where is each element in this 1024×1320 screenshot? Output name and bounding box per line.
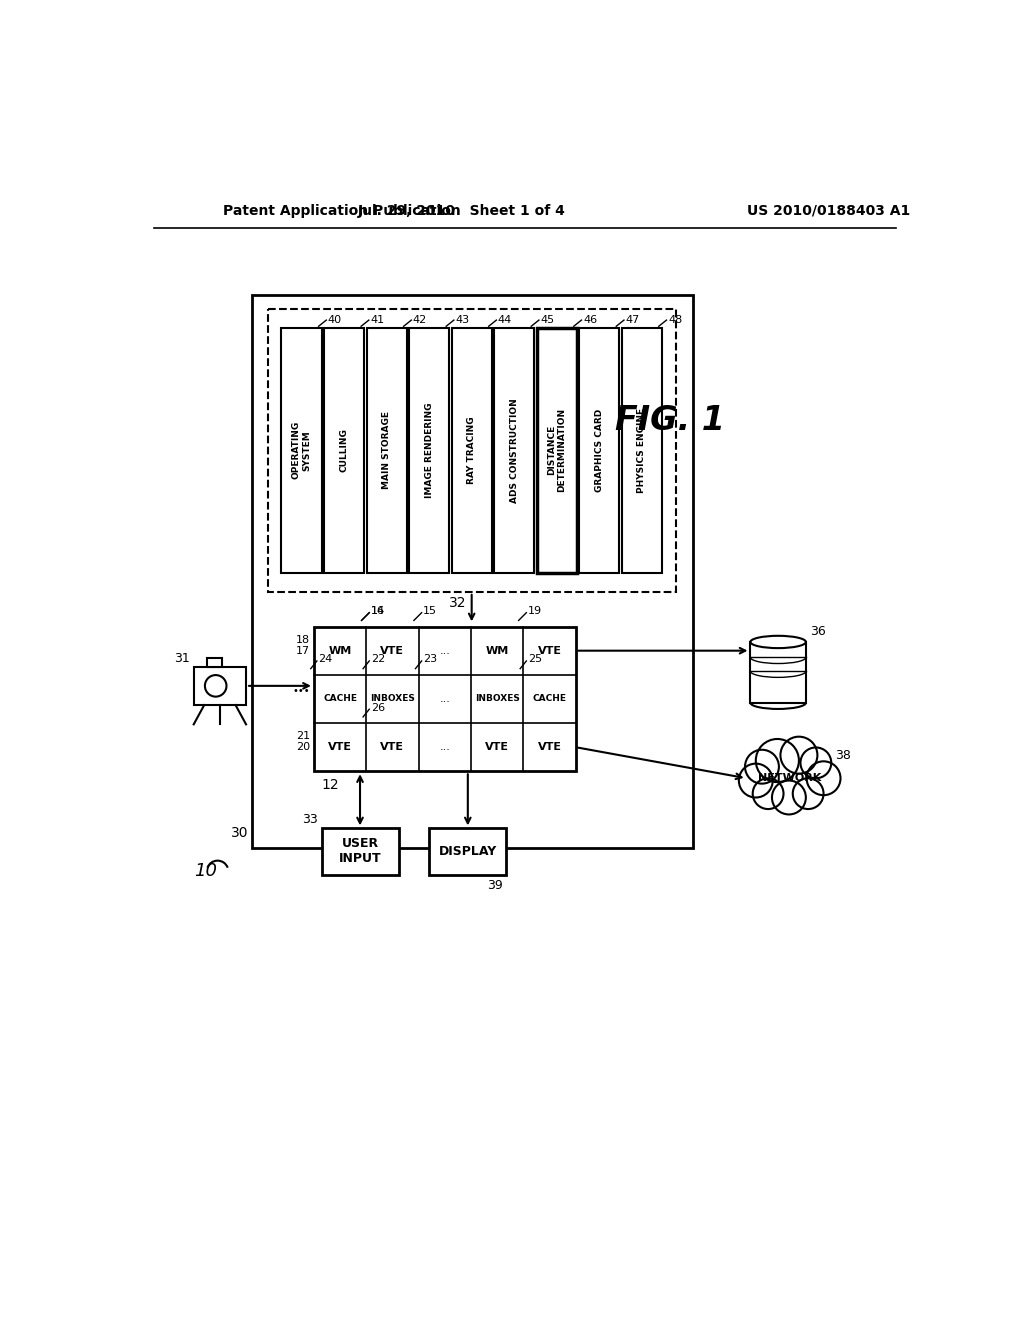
Text: MAIN STORAGE: MAIN STORAGE [382,412,391,490]
Bar [452,327,492,573]
Text: 39: 39 [487,879,503,892]
Text: 40: 40 [328,315,342,325]
Text: CULLING: CULLING [340,428,348,473]
Bar [367,327,407,573]
Text: ADS CONSTRUCTION: ADS CONSTRUCTION [510,397,519,503]
Text: VTE: VTE [380,742,404,752]
Circle shape [780,737,817,774]
Text: ...: ... [439,742,451,752]
Text: NETWORK: NETWORK [758,774,821,783]
Polygon shape [756,755,823,797]
Circle shape [807,762,841,795]
Circle shape [772,780,806,814]
Text: IMAGE RENDERING: IMAGE RENDERING [425,403,433,498]
Text: 22: 22 [371,655,385,664]
Bar [409,327,450,573]
Circle shape [745,750,779,784]
Text: 43: 43 [456,315,470,325]
Circle shape [793,779,823,809]
Text: 15: 15 [423,606,437,616]
Text: 45: 45 [541,315,555,325]
Text: 46: 46 [583,315,597,325]
Text: 16: 16 [371,606,385,616]
Text: 44: 44 [498,315,512,325]
Circle shape [801,747,831,779]
Bar [495,327,535,573]
Text: WM: WM [329,645,351,656]
Text: VTE: VTE [485,742,509,752]
Text: DISTANCE
DETERMINATION: DISTANCE DETERMINATION [547,408,566,492]
Bar [322,829,398,874]
Text: 18: 18 [296,635,310,645]
Bar [429,829,506,874]
Text: 19: 19 [528,606,542,616]
Circle shape [753,779,783,809]
Text: 48: 48 [668,315,682,325]
Text: 25: 25 [528,655,542,664]
Text: VTE: VTE [538,742,561,752]
Text: 10: 10 [195,862,217,880]
Text: 26: 26 [371,702,385,713]
Text: 24: 24 [318,655,333,664]
Text: 36: 36 [810,626,825,639]
Text: 33: 33 [302,813,317,825]
Bar [282,327,322,573]
Text: 41: 41 [371,315,384,325]
Text: 38: 38 [836,748,851,762]
Text: 14: 14 [371,606,385,616]
Text: RAY TRACING: RAY TRACING [467,416,476,484]
Text: 30: 30 [230,826,249,840]
Text: ...: ... [439,694,451,704]
Text: VTE: VTE [538,645,561,656]
Text: ...: ... [439,645,451,656]
Bar [580,327,620,573]
Text: 20: 20 [296,742,310,752]
Bar [252,296,692,849]
Text: CACHE: CACHE [532,694,566,704]
Text: OPERATING
SYSTEM: OPERATING SYSTEM [292,421,311,479]
Circle shape [756,739,799,781]
Text: Jul. 29, 2010   Sheet 1 of 4: Jul. 29, 2010 Sheet 1 of 4 [357,203,565,218]
Text: FIG. 1: FIG. 1 [614,404,725,437]
Text: PHYSICS ENGINE: PHYSICS ENGINE [637,408,646,492]
Bar [207,659,222,667]
Text: 42: 42 [413,315,427,325]
Text: DISPLAY: DISPLAY [438,845,497,858]
Text: INBOXES: INBOXES [475,694,519,704]
Text: US 2010/0188403 A1: US 2010/0188403 A1 [746,203,909,218]
Text: USER
INPUT: USER INPUT [339,837,381,866]
Bar [267,309,676,591]
Text: VTE: VTE [328,742,352,752]
Text: VTE: VTE [380,645,404,656]
Text: 12: 12 [322,779,339,792]
Text: GRAPHICS CARD: GRAPHICS CARD [595,409,604,492]
Bar [324,327,365,573]
Text: INBOXES: INBOXES [370,694,415,704]
Bar [751,642,806,702]
Ellipse shape [751,636,806,648]
Circle shape [739,763,773,797]
Text: CACHE: CACHE [323,694,357,704]
Text: 23: 23 [423,655,437,664]
Text: 17: 17 [296,645,310,656]
Text: 31: 31 [174,652,189,665]
Text: 32: 32 [449,597,466,610]
Text: 21: 21 [296,731,310,742]
Text: Patent Application Publication: Patent Application Publication [223,203,461,218]
Bar [622,327,662,573]
Bar [537,327,577,573]
Text: •••: ••• [292,686,310,696]
Bar [313,627,575,771]
Text: WM: WM [485,645,509,656]
Bar [194,667,246,705]
Text: 47: 47 [626,315,640,325]
